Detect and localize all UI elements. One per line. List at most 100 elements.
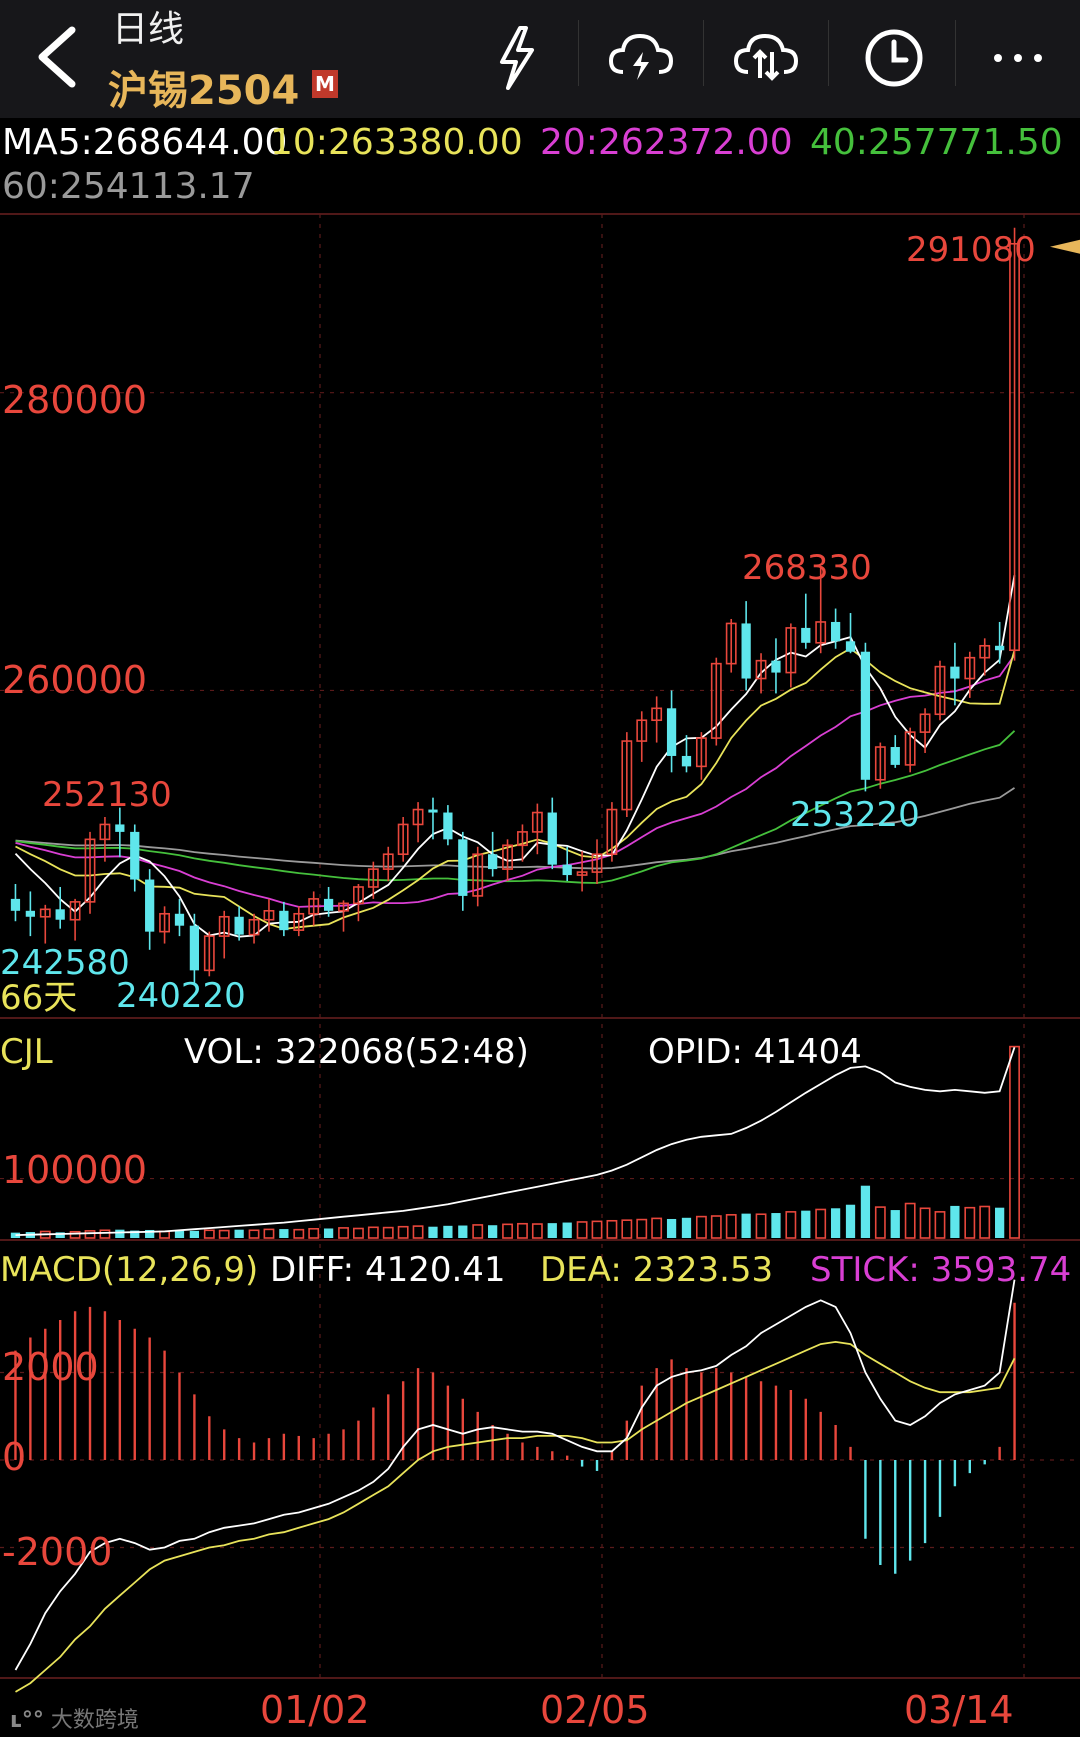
volume-bar (651, 1217, 663, 1239)
volume-bar (576, 1221, 588, 1239)
ma5-value: MA5:268644.00 (2, 122, 288, 163)
top-bar: 日线 沪锡2504 M (0, 0, 1080, 118)
volume-bar (1009, 1045, 1020, 1239)
candle-body (472, 853, 484, 897)
candle-body (636, 719, 648, 742)
candle-body (695, 737, 707, 768)
volume-bar (353, 1227, 364, 1239)
current-price-marker (1050, 239, 1080, 254)
volume-bar (801, 1210, 811, 1238)
candle-body (681, 755, 692, 767)
volume-bar (218, 1229, 230, 1239)
ma5-line (14, 575, 1016, 938)
candle-body (874, 746, 886, 781)
volume-bar (860, 1185, 871, 1238)
ma40-line (15, 730, 1016, 884)
volume-bar (815, 1208, 827, 1239)
ma20-value: 20:262372.00 (540, 122, 793, 163)
candle-body (964, 656, 976, 680)
period-title: 日线 (112, 9, 185, 50)
volume-bar (919, 1207, 931, 1239)
macd-axis-label: -2000 (2, 1530, 113, 1574)
candle-body (576, 871, 588, 876)
symbol-title[interactable]: 沪锡2504 (108, 68, 300, 114)
candle-body (234, 916, 244, 935)
candle-body (39, 908, 51, 918)
candle-body (308, 898, 320, 915)
cloud-sync-icon[interactable] (730, 22, 802, 94)
price-axis-label: 260000 (2, 658, 148, 702)
ma60-line (15, 787, 1015, 870)
volume-bar (681, 1217, 692, 1238)
volume-bar (934, 1211, 946, 1239)
macd-axis-label: 0 (2, 1435, 27, 1479)
volume-bar (785, 1211, 797, 1239)
volume-bar (412, 1225, 424, 1239)
ma20-line (15, 654, 1016, 908)
volume-bar (234, 1229, 244, 1238)
candle-body (606, 808, 618, 856)
clock-icon[interactable] (858, 22, 930, 94)
macd-title: MACD(12,26,9) (0, 1250, 259, 1290)
lightning-icon[interactable] (480, 22, 552, 94)
candle-body (189, 925, 200, 971)
candle-body (830, 621, 841, 642)
volume-bar (159, 1230, 170, 1239)
volume-value: VOL: 322068(52:48) (184, 1032, 529, 1072)
macd-dea-line (15, 1340, 1016, 1693)
peak-label: 252130 (42, 775, 172, 815)
candle-body (458, 839, 468, 896)
candle-body (621, 740, 633, 811)
volume-bar (695, 1215, 707, 1239)
volume-bar (830, 1208, 841, 1238)
watermark: ʟ°° 大数跨境 (10, 1702, 139, 1734)
candle-body (771, 660, 781, 673)
volume-bar (69, 1230, 81, 1239)
volume-bar (99, 1229, 111, 1239)
more-icon[interactable] (982, 22, 1054, 94)
volume-bar (203, 1229, 215, 1239)
macd-diff-value: DIFF: 4120.41 (270, 1250, 506, 1290)
volume-bar (666, 1218, 677, 1238)
cloud-lightning-icon[interactable] (605, 22, 677, 94)
volume-bar (547, 1223, 557, 1238)
volume-bar (84, 1230, 96, 1239)
volume-bar (458, 1225, 468, 1238)
volume-bar (293, 1228, 305, 1239)
volume-axis-label: 100000 (2, 1148, 148, 1192)
candle-body (488, 854, 498, 870)
candle-body (279, 910, 289, 931)
watermark-logo-icon: ʟ°° (10, 1708, 44, 1733)
candle-body (353, 886, 364, 905)
candle-body (263, 909, 275, 921)
volume-bar (531, 1223, 543, 1239)
candle-body (934, 665, 946, 716)
open-interest-line (15, 1047, 1016, 1236)
ma10-value: 10:263380.00 (270, 122, 523, 163)
candle-body (248, 918, 260, 936)
candle-body (950, 666, 960, 679)
candle-body (99, 823, 111, 841)
low-label: 253220 (790, 795, 920, 835)
macd-dea-value: DEA: 2323.53 (540, 1250, 774, 1290)
peak-label: 268330 (742, 548, 872, 588)
candle-body (145, 879, 155, 932)
open-interest-value: OPID: 41404 (648, 1032, 862, 1072)
volume-bar (472, 1224, 484, 1239)
candle-body (428, 809, 438, 813)
toolbar-separator (578, 20, 579, 86)
high-price-label: 291080 (906, 230, 1036, 270)
volume-bar (591, 1220, 603, 1239)
candle-body (562, 864, 572, 876)
low-label: 242580 (0, 943, 130, 983)
candle-body (412, 808, 424, 826)
volume-bar (443, 1225, 453, 1238)
volume-bar (741, 1213, 751, 1238)
candle-body (10, 898, 21, 911)
toolbar-separator (828, 20, 829, 86)
watermark-text: 大数跨境 (50, 1708, 139, 1733)
volume-bar (367, 1226, 379, 1239)
volume-bar (488, 1225, 498, 1238)
back-icon[interactable] (28, 22, 88, 92)
